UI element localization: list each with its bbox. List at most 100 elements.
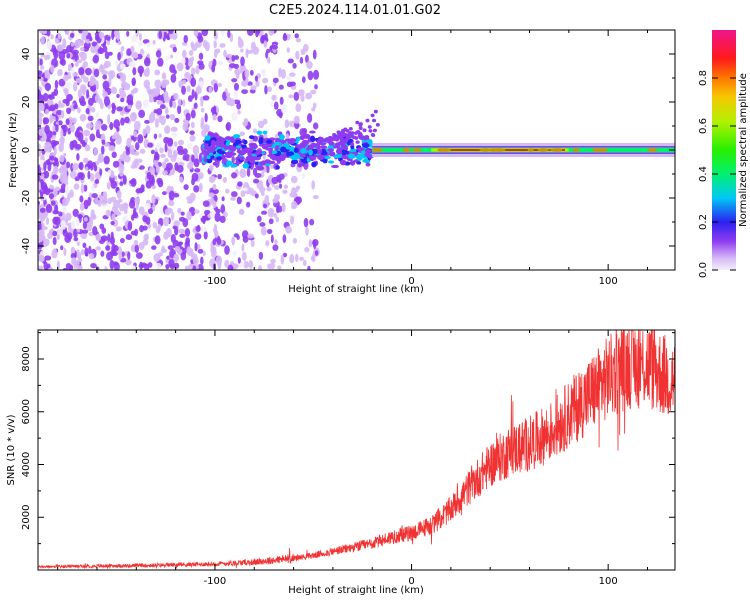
spectrogram-noise-blob (167, 245, 174, 250)
spectrogram-noise-blob (232, 250, 237, 256)
spectrogram-onset-blob (362, 143, 370, 148)
spectrogram-noise-blob (55, 124, 59, 133)
spectrogram-noise-blob (154, 235, 161, 245)
spectrogram-noise-blob (266, 164, 270, 174)
spectrogram-noise-blob (63, 247, 67, 257)
spectrogram-noise-blob (125, 259, 132, 266)
spectrogram-noise-blob (65, 184, 69, 195)
spectrogram-noise-blob (299, 56, 304, 64)
spectrogram-noise-blob (189, 130, 195, 136)
spectrogram-noise-blob (132, 67, 137, 76)
spectrogram-noise-blob (284, 119, 290, 129)
spectrogram-noise-blob (83, 199, 89, 210)
spectrogram-noise-blob (94, 196, 99, 205)
spectrogram-noise-blob (172, 101, 177, 109)
chart-title: C2E5.2024.114.01.01.G02 (269, 3, 441, 18)
spectrogram-noise-blob (101, 139, 106, 145)
spectrogram-onset-blob (256, 165, 264, 171)
spectrogram-noise-blob (306, 113, 313, 123)
spectrogram-noise-blob (312, 102, 317, 109)
spectrogram-noise-blob (76, 153, 80, 161)
spectrogram-noise-blob (169, 98, 173, 108)
spectrogram-noise-blob (85, 67, 92, 76)
spectrogram-y-tick-label: 20 (21, 96, 32, 109)
spectrogram-carrier-spot (371, 148, 384, 152)
spectrogram-noise-blob (281, 103, 287, 114)
spectrogram-noise-blob (198, 52, 204, 60)
spectrogram-noise-blob (125, 148, 131, 156)
spectrogram-noise-blob (71, 257, 77, 266)
spectrogram-noise-blob (200, 121, 205, 130)
spectrogram-onset-blob (206, 157, 213, 164)
spectrogram-onset-blob (367, 125, 372, 129)
spectrogram-noise-blob (72, 162, 79, 171)
spectrogram-onset-blob (373, 109, 378, 114)
spectrogram-onset-blob (286, 151, 295, 156)
spectrogram-noise-blob (228, 63, 236, 69)
spectrogram-noise-blob (90, 263, 97, 269)
snr-y-tick-label: 4000 (21, 452, 32, 477)
spectrogram-noise-blob (314, 250, 319, 256)
spectrogram-noise-blob (104, 266, 108, 270)
spectrogram-noise-blob (91, 193, 98, 199)
spectrogram-noise-blob (40, 65, 45, 71)
spectrogram-noise-blob (42, 242, 48, 248)
spectrogram-onset-blob (235, 145, 241, 149)
spectrogram-noise-blob (245, 201, 251, 208)
spectrogram-noise-blob (56, 233, 61, 241)
spectrogram-noise-blob (77, 257, 83, 262)
spectrogram-noise-blob (236, 102, 242, 110)
spectrogram-noise-blob (60, 220, 67, 230)
spectrogram-onset-blob (362, 158, 369, 163)
spectrogram-noise-blob (77, 107, 81, 114)
spectrogram-noise-blob (172, 46, 177, 53)
spectrogram-noise-blob (266, 228, 273, 235)
spectrogram-noise-blob (185, 237, 191, 245)
spectrogram-noise-blob (291, 192, 298, 198)
spectrogram-onset-blob (356, 129, 361, 134)
spectrogram-noise-blob (279, 96, 284, 105)
spectrogram-carrier-spot (537, 148, 550, 152)
spectrogram-noise-blob (71, 117, 77, 124)
spectrogram-noise-blob (278, 67, 283, 78)
spectrogram-noise-blob (130, 164, 137, 169)
spectrogram-noise-blob (193, 30, 199, 37)
spectrogram-noise-blob (119, 110, 125, 116)
spectrogram-noise-blob (115, 226, 122, 232)
spectrogram-noise-blob (273, 101, 279, 110)
spectrogram-noise-blob (79, 161, 84, 171)
spectrogram-onset-blob (328, 160, 335, 164)
spectrogram-noise-blob (221, 30, 225, 37)
spectrogram-noise-blob (242, 235, 249, 243)
spectrogram-noise-blob (106, 251, 114, 261)
spectrogram-noise-blob (75, 77, 83, 84)
spectrogram-noise-blob (212, 238, 217, 246)
spectrogram-carrier-spot (527, 148, 534, 152)
spectrogram-noise-blob (42, 92, 49, 102)
spectrogram-noise-blob (157, 223, 162, 231)
spectrogram-noise-blob (244, 69, 250, 78)
spectrogram-noise-blob (154, 118, 159, 128)
spectrogram-noise-blob (60, 245, 64, 251)
spectrogram-noise-blob (78, 67, 85, 76)
spectrogram-noise-blob (100, 250, 105, 257)
spectrogram-noise-blob (38, 71, 42, 79)
spectrogram-panel: -100 0 100 -40 -20 0 20 40 Height of straight l… (8, 29, 749, 295)
spectrogram-onset-blob (302, 133, 311, 139)
spectrogram-noise-blob (191, 172, 199, 182)
snr-series-line (38, 330, 675, 570)
spectrogram-onset-blob (341, 149, 348, 154)
snr-y-axis-label: SNR (10 * v/v) (6, 414, 17, 485)
spectrogram-noise-blob (310, 89, 317, 95)
spectrogram-noise-blob (83, 129, 91, 137)
spectrogram-noise-blob (184, 265, 189, 270)
spectrogram-noise-blob (163, 231, 169, 240)
spectrogram-noise-blob (58, 103, 65, 108)
spectrogram-noise-blob (301, 173, 306, 180)
spectrogram-noise-blob (173, 253, 179, 262)
spectrogram-noise-blob (133, 130, 138, 138)
spectrogram-noise-blob (160, 79, 168, 89)
spectrogram-noise-blob (106, 36, 111, 41)
spectrogram-noise-blob (267, 56, 271, 64)
spectrogram-noise-blob (55, 115, 59, 123)
